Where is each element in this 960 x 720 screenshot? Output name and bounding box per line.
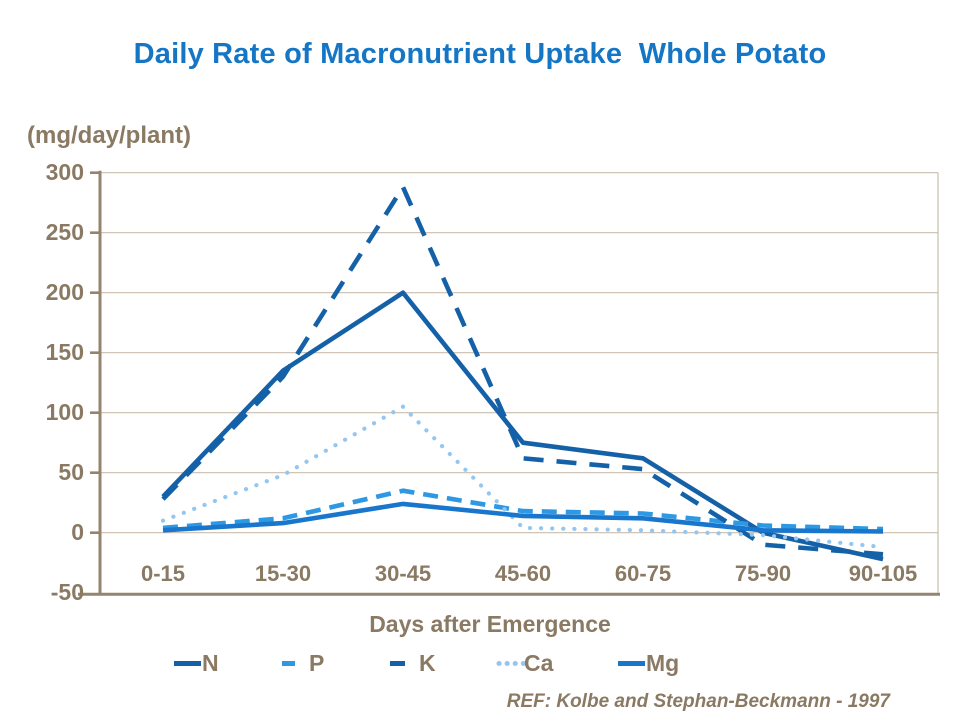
y-tick-label: 200: [45, 279, 84, 306]
series-line-P: [162, 488, 884, 532]
x-tick-label: 45-60: [494, 561, 552, 586]
series-line-Ca: [160, 404, 886, 550]
series-line-N: [161, 290, 884, 562]
y-tick-label: 100: [45, 399, 84, 426]
y-tick-label: -50: [50, 579, 84, 606]
y-tick-label: 0: [71, 519, 84, 546]
y-tick-label: 50: [58, 459, 84, 486]
reference-note: REF: Kolbe and Stephan-Beckmann - 1997: [506, 691, 890, 712]
series-line-Mg: [162, 501, 884, 534]
x-tick-label: 60-75: [614, 561, 672, 586]
x-tick-label: 75-90: [734, 561, 792, 586]
y-tick-label: 300: [45, 159, 84, 186]
x-tick-label: 0-15: [140, 561, 186, 586]
x-tick-label: 90-105: [848, 561, 918, 586]
series-line-K: [161, 184, 884, 557]
legend-item-label-Mg: Mg: [646, 650, 680, 676]
y-tick-label: 150: [45, 339, 84, 366]
chart-title: Daily Rate of Macronutrient Uptake Whole…: [133, 38, 827, 70]
x-axis-title: Days after Emergence: [369, 611, 611, 637]
legend-item-label-N: N: [202, 650, 219, 676]
legend-item-label-K: K: [419, 650, 436, 676]
y-axis-unit-label: (mg/day/plant): [27, 122, 192, 149]
x-tick-label: 15-30: [254, 561, 312, 586]
y-tick-label: 250: [45, 219, 84, 246]
legend-item-label-Ca: Ca: [524, 650, 554, 676]
x-tick-label: 30-45: [374, 561, 432, 586]
legend-item-label-P: P: [309, 650, 325, 676]
